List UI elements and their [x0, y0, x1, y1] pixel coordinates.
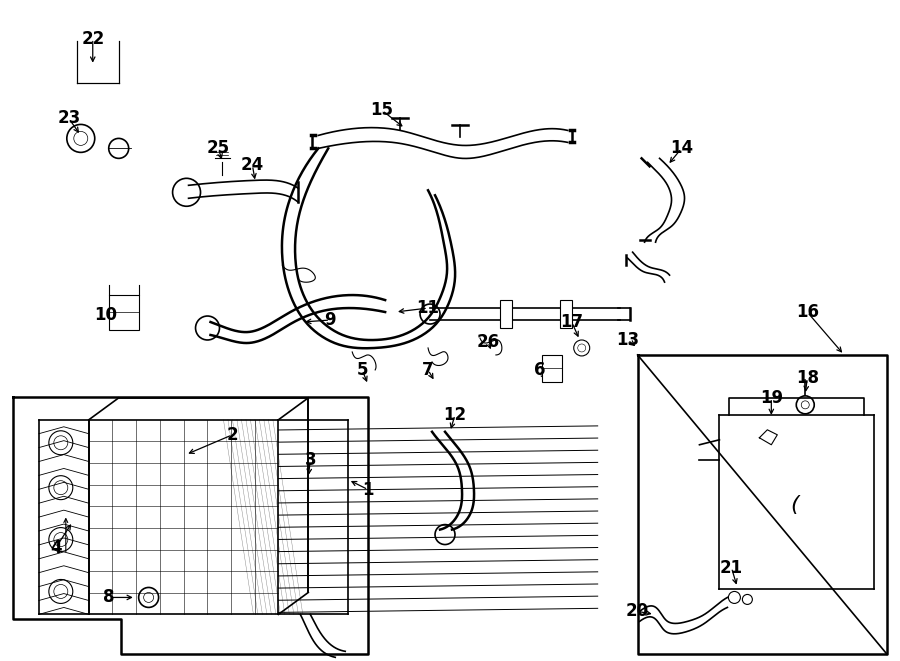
- Text: 4: 4: [50, 539, 61, 557]
- Text: 23: 23: [58, 110, 80, 128]
- Text: 17: 17: [560, 313, 583, 331]
- Text: 5: 5: [356, 361, 368, 379]
- Bar: [542, 355, 562, 382]
- Text: 18: 18: [796, 369, 819, 387]
- Text: 14: 14: [670, 139, 693, 157]
- Text: 15: 15: [371, 101, 393, 120]
- Text: 20: 20: [626, 602, 649, 621]
- Bar: [109, 295, 139, 330]
- Text: 21: 21: [720, 559, 743, 576]
- Bar: [560, 300, 572, 328]
- Text: 24: 24: [241, 157, 264, 175]
- Text: 22: 22: [81, 30, 104, 48]
- Text: 12: 12: [444, 406, 466, 424]
- Text: 8: 8: [103, 588, 114, 606]
- Text: 1: 1: [363, 481, 374, 498]
- Text: 26: 26: [476, 333, 500, 351]
- Text: 13: 13: [616, 331, 639, 349]
- Text: 6: 6: [534, 361, 545, 379]
- Text: 3: 3: [304, 451, 316, 469]
- Text: (: (: [790, 494, 798, 515]
- Text: 25: 25: [207, 139, 230, 157]
- Text: 16: 16: [796, 303, 819, 321]
- Text: 19: 19: [760, 389, 783, 407]
- Text: 7: 7: [422, 361, 434, 379]
- Bar: [500, 300, 512, 328]
- Text: 2: 2: [227, 426, 239, 444]
- Text: 9: 9: [324, 311, 336, 329]
- Text: 11: 11: [417, 299, 439, 317]
- Text: 10: 10: [94, 306, 117, 324]
